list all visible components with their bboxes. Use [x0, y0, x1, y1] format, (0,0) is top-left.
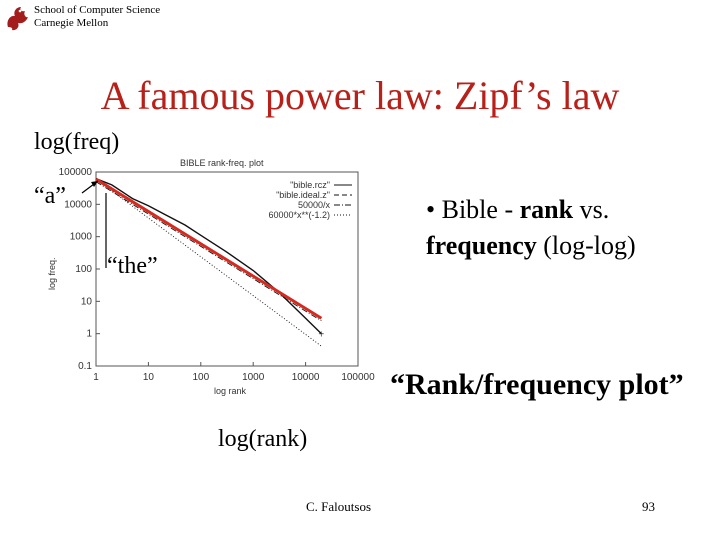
- page-number: 93: [642, 499, 655, 514]
- series-line-3: [95, 178, 322, 347]
- x-tick-label: 10: [143, 372, 155, 383]
- bullet-text-3: (log-log): [536, 231, 636, 260]
- legend-label-0: "bible.rcz": [290, 180, 330, 190]
- annotation-the: “the”: [107, 253, 158, 279]
- x-tick-label: 100: [192, 372, 209, 383]
- chart-ylabel: log freq.: [47, 257, 57, 290]
- arrow-head-a: [91, 181, 98, 187]
- x-axis-caption: log(rank): [218, 426, 308, 452]
- annotation-a: “a”: [34, 183, 66, 209]
- bullet-rank: rank: [519, 195, 574, 224]
- y-axis-caption: log(freq): [34, 129, 120, 155]
- x-tick-label: 100000: [341, 372, 375, 383]
- plot-caption: “Rank/frequency plot”: [390, 368, 684, 401]
- footer-author: C. Faloutsos: [306, 499, 372, 514]
- bullet-line-1: • Bible - rank vs.: [426, 194, 609, 226]
- legend-label-2: 50000/x: [298, 200, 331, 210]
- x-tick-label: 1: [93, 372, 99, 383]
- bullet-marker: •: [426, 195, 436, 224]
- slide-title: A famous power law: Zipf’s law: [100, 73, 620, 118]
- y-tick-label: 10: [81, 296, 93, 307]
- dragon-logo-icon: [7, 7, 29, 31]
- bullet-text-2: vs.: [573, 195, 610, 224]
- org-line-1: School of Computer Science: [34, 4, 161, 16]
- bullet-text-1: Bible -: [435, 195, 520, 224]
- tail-marker: +: [318, 330, 324, 341]
- bullet-frequency: frequency: [426, 231, 537, 260]
- org-line-2: Carnegie Mellon: [34, 17, 109, 29]
- x-tick-label: 10000: [292, 372, 320, 383]
- y-tick-label: 0.1: [78, 361, 92, 372]
- y-tick-label: 1: [86, 329, 92, 340]
- chart-title: BIBLE rank-freq. plot: [180, 158, 264, 168]
- y-tick-label: 1000: [70, 232, 93, 243]
- fit-line: [95, 177, 323, 320]
- y-tick-label: 10000: [64, 199, 92, 210]
- y-tick-label: 100000: [59, 167, 93, 178]
- chart-xlabel: log rank: [214, 386, 247, 396]
- y-tick-label: 100: [75, 264, 92, 275]
- legend-label-3: 60000*x**(-1.2): [268, 210, 330, 220]
- bullet-line-2: frequency (log-log): [426, 230, 636, 262]
- legend-label-1: "bible.ideal.z": [276, 190, 330, 200]
- x-tick-label: 1000: [242, 372, 265, 383]
